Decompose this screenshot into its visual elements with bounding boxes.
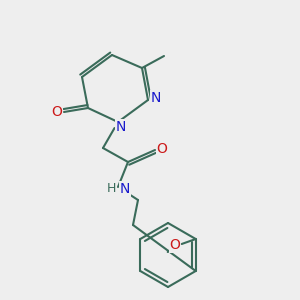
Text: N: N — [116, 120, 126, 134]
Text: N: N — [120, 182, 130, 196]
Text: N: N — [151, 91, 161, 105]
Text: H: H — [106, 182, 116, 196]
Text: O: O — [157, 142, 167, 156]
Text: O: O — [52, 105, 62, 119]
Text: O: O — [169, 238, 180, 252]
